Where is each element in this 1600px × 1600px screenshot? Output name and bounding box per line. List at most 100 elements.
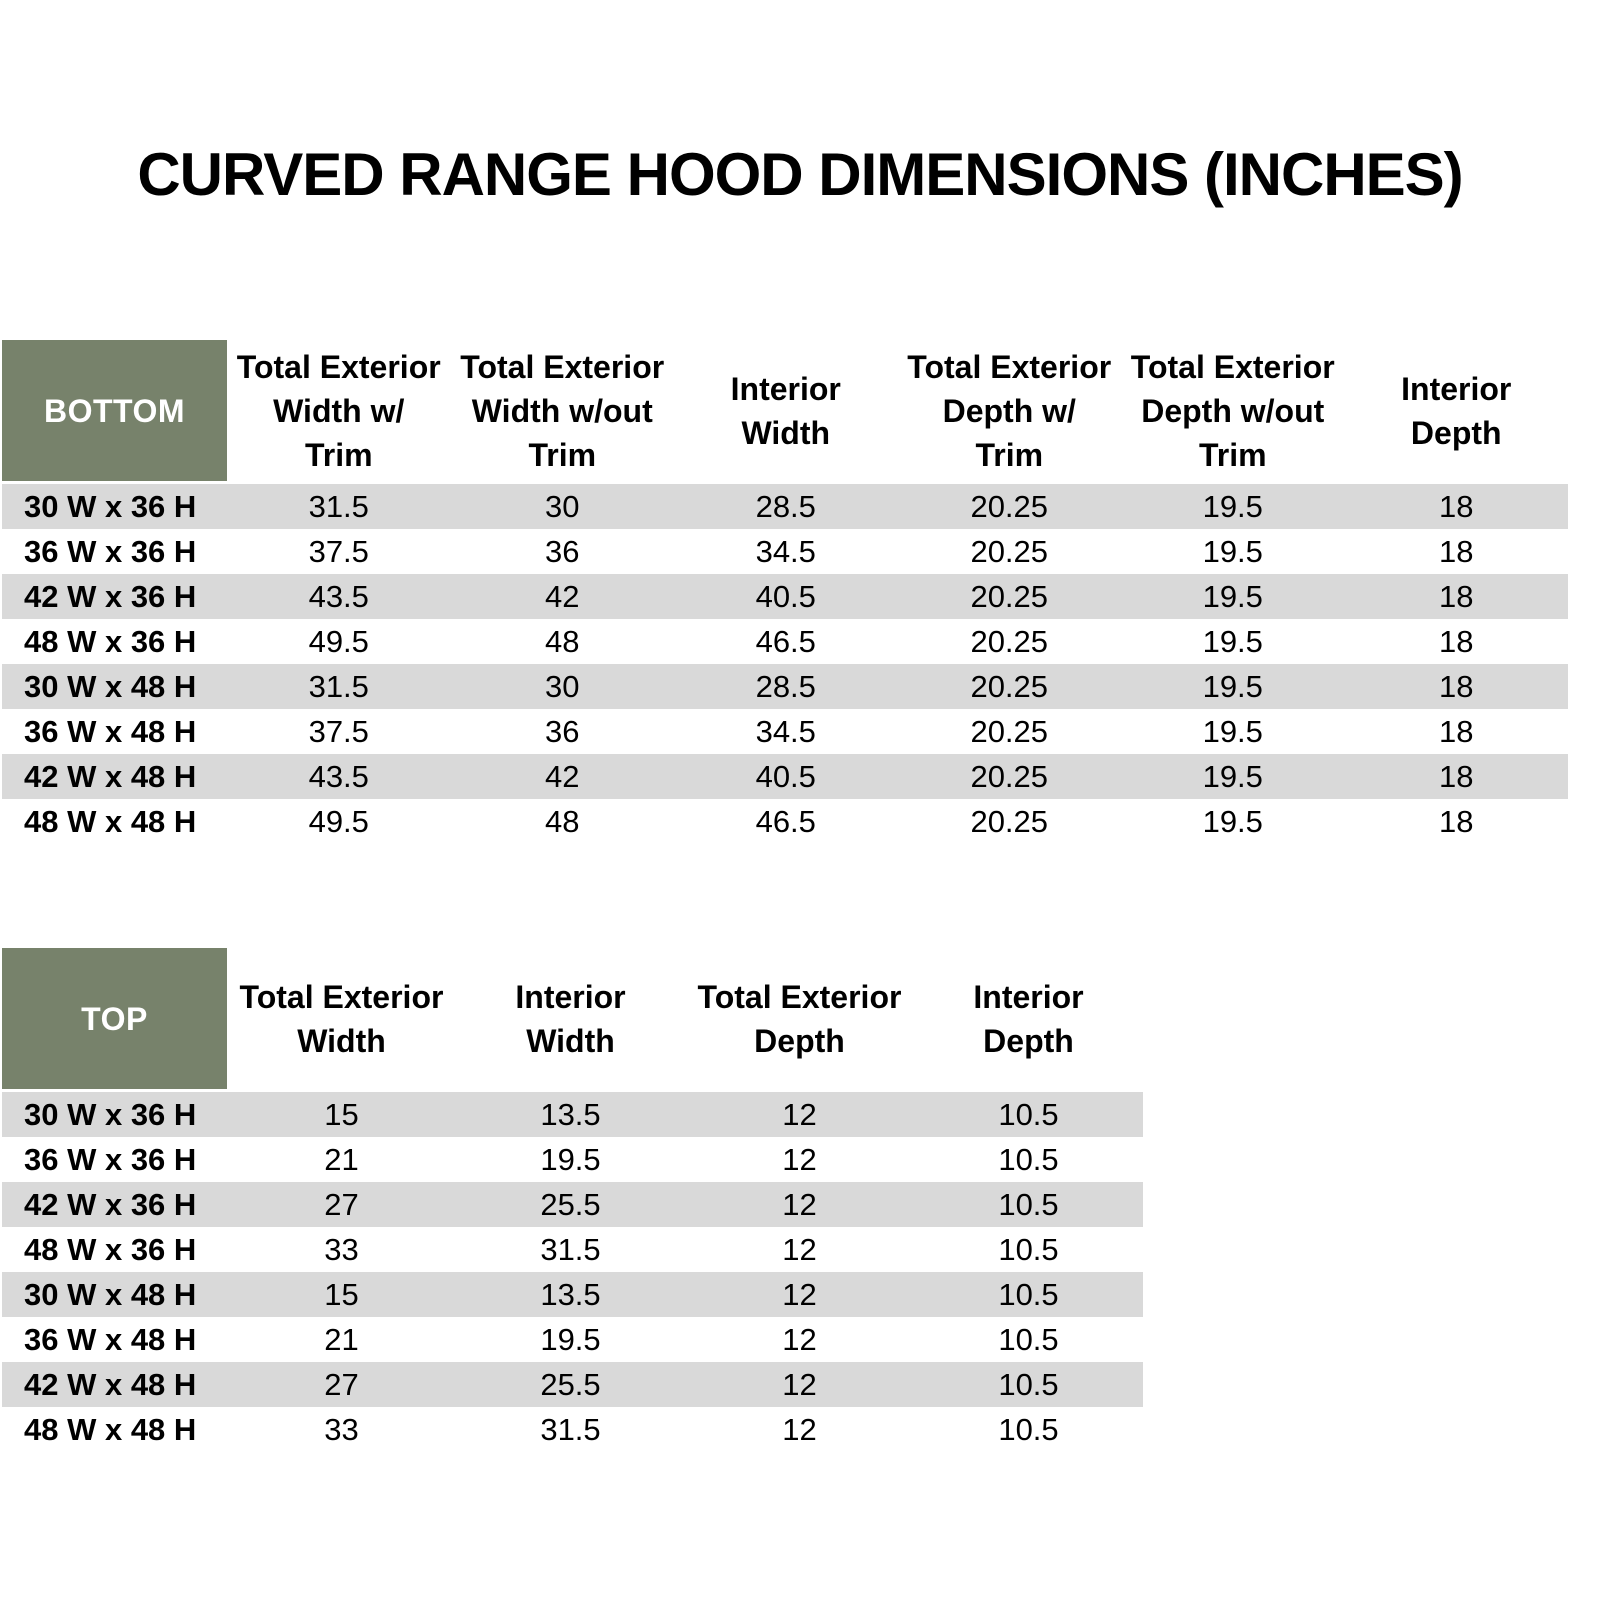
cell: 19.5 — [540, 1321, 601, 1357]
cell: 18 — [1344, 484, 1568, 529]
cell: 30 — [450, 484, 674, 529]
cell: 19.5 — [1121, 754, 1345, 799]
cell: 28.5 — [674, 484, 898, 529]
row-label: 30 W x 36 H — [2, 1092, 227, 1137]
row-label: 48 W x 48 H — [24, 803, 197, 839]
row-label: 42 W x 48 H — [2, 1362, 227, 1407]
cell: 20.25 — [970, 803, 1049, 839]
cell: 18 — [1439, 713, 1474, 749]
column-header-interior-width: Interior Width — [515, 978, 626, 1059]
cell: 42 — [450, 754, 674, 799]
row-label: 30 W x 36 H — [2, 484, 227, 529]
row-label: 42 W x 48 H — [2, 754, 227, 799]
column-header-interior-depth: Interior Depth — [973, 978, 1084, 1059]
cell: 48 — [545, 803, 580, 839]
cell: 43.5 — [227, 754, 451, 799]
cell: 27 — [227, 1362, 456, 1407]
cell: 12 — [685, 1272, 914, 1317]
cell: 40.5 — [674, 754, 898, 799]
page-title: CURVED RANGE HOOD DIMENSIONS (INCHES) — [137, 141, 1463, 208]
cell: 10.5 — [998, 1321, 1059, 1357]
cell: 10.5 — [914, 1092, 1143, 1137]
row-label: 36 W x 48 H — [24, 1321, 197, 1357]
cell: 21 — [324, 1141, 359, 1177]
cell: 40.5 — [674, 574, 898, 619]
cell: 49.5 — [308, 623, 369, 659]
cell: 31.5 — [227, 664, 451, 709]
cell: 19.5 — [1202, 803, 1263, 839]
cell: 20.25 — [897, 574, 1121, 619]
row-label: 42 W x 36 H — [2, 1182, 227, 1227]
top-table-header-label: TOP — [2, 948, 227, 1089]
column-header-interior-depth: Interior Depth — [1401, 370, 1512, 451]
cell: 25.5 — [456, 1362, 685, 1407]
cell: 12 — [782, 1141, 817, 1177]
cell: 25.5 — [456, 1182, 685, 1227]
cell: 46.5 — [755, 803, 816, 839]
bottom-dimensions-table: BOTTOM Total Exterior Width w/ Trim Tota… — [2, 340, 1568, 844]
row-label: 30 W x 48 H — [2, 1272, 227, 1317]
cell: 20.25 — [970, 713, 1049, 749]
cell: 36 — [545, 713, 580, 749]
cell: 19.5 — [1121, 664, 1345, 709]
cell: 18 — [1344, 664, 1568, 709]
cell: 18 — [1439, 533, 1474, 569]
column-header-ext-depth-wout-trim: Total Exterior Depth w/out Trim — [1130, 348, 1335, 473]
cell: 42 — [450, 574, 674, 619]
cell: 19.5 — [1202, 623, 1263, 659]
cell: 12 — [685, 1182, 914, 1227]
cell: 20.25 — [970, 623, 1049, 659]
cell: 37.5 — [308, 533, 369, 569]
cell: 34.5 — [755, 713, 816, 749]
cell: 10.5 — [914, 1272, 1143, 1317]
column-header-total-exterior-width: Total Exterior Width — [239, 978, 444, 1059]
top-dimensions-table: TOP Total Exterior Width Interior Width … — [2, 948, 1143, 1452]
column-header-ext-width-w-trim: Total Exterior Width w/ Trim — [236, 348, 441, 473]
row-label: 36 W x 36 H — [24, 533, 197, 569]
cell: 10.5 — [998, 1411, 1059, 1447]
cell: 19.5 — [1121, 574, 1345, 619]
cell: 10.5 — [914, 1362, 1143, 1407]
cell: 18 — [1439, 803, 1474, 839]
column-header-interior-width: Interior Width — [730, 370, 841, 451]
row-label: 36 W x 48 H — [24, 713, 197, 749]
cell: 12 — [685, 1092, 914, 1137]
cell: 15 — [227, 1092, 456, 1137]
column-header-total-exterior-depth: Total Exterior Depth — [697, 978, 902, 1059]
cell: 46.5 — [755, 623, 816, 659]
cell: 20.25 — [897, 664, 1121, 709]
cell: 49.5 — [308, 803, 369, 839]
cell: 31.5 — [540, 1411, 601, 1447]
row-label: 30 W x 48 H — [2, 664, 227, 709]
cell: 20.25 — [970, 533, 1049, 569]
cell: 28.5 — [674, 664, 898, 709]
cell: 36 — [545, 533, 580, 569]
cell: 10.5 — [998, 1141, 1059, 1177]
cell: 19.5 — [1202, 713, 1263, 749]
cell: 31.5 — [227, 484, 451, 529]
cell: 27 — [227, 1182, 456, 1227]
cell: 18 — [1344, 754, 1568, 799]
column-header-ext-width-wout-trim: Total Exterior Width w/out Trim — [460, 348, 665, 473]
cell: 12 — [782, 1411, 817, 1447]
cell: 19.5 — [1121, 484, 1345, 529]
cell: 34.5 — [755, 533, 816, 569]
cell: 33 — [324, 1411, 359, 1447]
cell: 12 — [782, 1231, 817, 1267]
cell: 12 — [782, 1321, 817, 1357]
row-label: 48 W x 36 H — [24, 623, 197, 659]
cell: 21 — [324, 1321, 359, 1357]
cell: 20.25 — [897, 754, 1121, 799]
row-label: 48 W x 36 H — [24, 1231, 197, 1267]
cell: 13.5 — [456, 1272, 685, 1317]
row-label: 48 W x 48 H — [24, 1411, 197, 1447]
bottom-table-header-label: BOTTOM — [2, 340, 227, 481]
row-label: 42 W x 36 H — [2, 574, 227, 619]
cell: 15 — [227, 1272, 456, 1317]
cell: 37.5 — [308, 713, 369, 749]
cell: 43.5 — [227, 574, 451, 619]
cell: 19.5 — [1202, 533, 1263, 569]
cell: 30 — [450, 664, 674, 709]
cell: 31.5 — [540, 1231, 601, 1267]
